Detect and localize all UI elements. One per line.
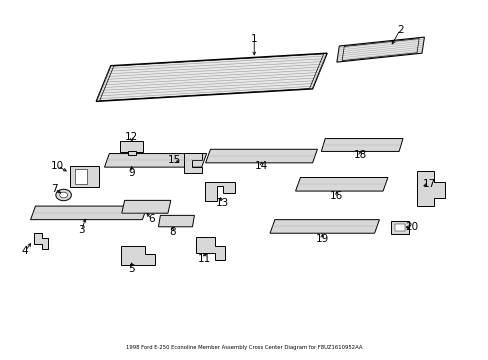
Text: 5: 5	[128, 264, 135, 274]
Polygon shape	[196, 237, 224, 260]
Bar	[120, 141, 143, 152]
Text: 6: 6	[147, 214, 154, 224]
Polygon shape	[104, 154, 206, 167]
Polygon shape	[120, 247, 154, 265]
Text: 8: 8	[169, 227, 176, 237]
Bar	[127, 151, 135, 155]
Polygon shape	[269, 220, 379, 233]
Text: 1: 1	[250, 34, 257, 44]
Polygon shape	[321, 139, 402, 152]
Circle shape	[56, 189, 71, 201]
Circle shape	[60, 192, 67, 198]
Bar	[390, 221, 408, 234]
Text: 12: 12	[125, 132, 138, 142]
Polygon shape	[75, 169, 87, 184]
Polygon shape	[295, 177, 387, 191]
Polygon shape	[70, 166, 99, 187]
Polygon shape	[158, 215, 194, 227]
Polygon shape	[30, 206, 147, 220]
Polygon shape	[336, 37, 424, 62]
Polygon shape	[205, 149, 317, 163]
Text: 1998 Ford E-250 Econoline Member Assembly Cross Center Diagram for F8UZ1610952AA: 1998 Ford E-250 Econoline Member Assembl…	[126, 345, 362, 350]
Polygon shape	[96, 53, 326, 102]
Text: 4: 4	[21, 247, 28, 256]
Polygon shape	[122, 201, 170, 213]
Text: 9: 9	[128, 168, 135, 178]
Text: 2: 2	[396, 25, 403, 35]
Text: 10: 10	[51, 161, 64, 171]
Text: 16: 16	[329, 191, 343, 201]
Text: 11: 11	[198, 253, 211, 264]
Text: 15: 15	[167, 156, 180, 165]
Text: 14: 14	[254, 161, 267, 171]
Text: 7: 7	[51, 184, 58, 194]
Polygon shape	[34, 233, 48, 249]
Polygon shape	[183, 153, 202, 173]
Text: 18: 18	[353, 150, 366, 160]
Text: 19: 19	[315, 234, 328, 244]
Text: 3: 3	[78, 225, 85, 235]
Text: 20: 20	[405, 222, 418, 232]
Polygon shape	[416, 171, 444, 206]
Polygon shape	[204, 181, 235, 201]
Text: 17: 17	[422, 179, 435, 189]
Bar	[394, 224, 404, 231]
Text: 13: 13	[216, 198, 229, 208]
